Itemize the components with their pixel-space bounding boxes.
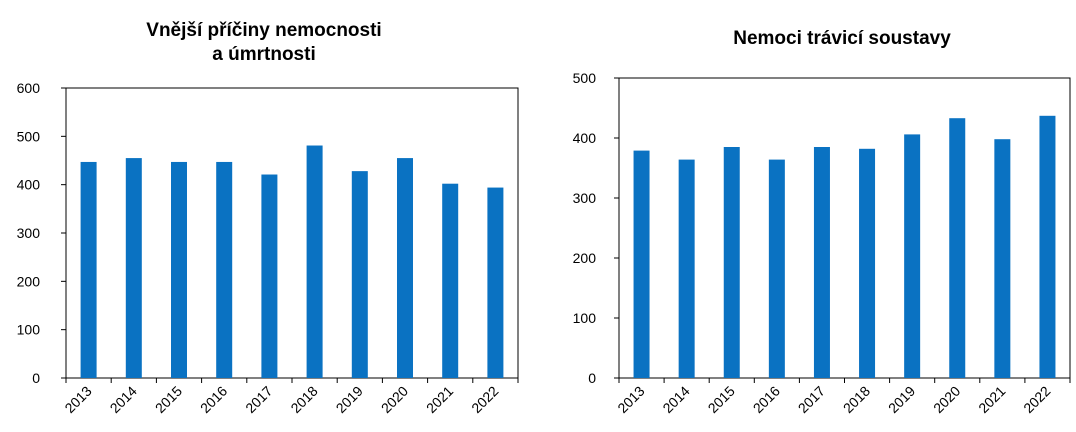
- y-tick-label: 0: [32, 370, 40, 386]
- bar-2014: [678, 159, 695, 378]
- bar-2016: [768, 159, 785, 378]
- bar-2018: [306, 145, 323, 378]
- bar-2013: [633, 150, 650, 378]
- y-tick-label: 400: [573, 130, 597, 146]
- x-tick-label: 2021: [975, 383, 1008, 416]
- y-tick-label: 300: [573, 190, 597, 206]
- bar-2022: [487, 187, 504, 378]
- bar-2020: [949, 118, 966, 378]
- x-tick-label: 2018: [840, 383, 873, 416]
- x-tick-label: 2015: [705, 383, 738, 416]
- x-tick-label: 2019: [885, 383, 918, 416]
- bar-2016: [216, 161, 233, 378]
- bar-2022: [1039, 115, 1056, 379]
- y-tick-label: 100: [573, 310, 597, 326]
- x-tick-label: 2013: [61, 383, 94, 416]
- y-tick-label: 600: [17, 80, 41, 96]
- x-tick-label: 2016: [197, 383, 230, 416]
- bar-2015: [171, 161, 187, 378]
- x-tick-label: 2022: [468, 383, 501, 416]
- x-tick-label: 2015: [152, 383, 185, 416]
- x-tick-label: 2021: [423, 383, 456, 416]
- y-tick-label: 500: [573, 70, 597, 86]
- x-tick-label: 2018: [287, 383, 320, 416]
- bar-2019: [904, 134, 921, 378]
- chart-panel-external-causes: Vnější příčiny nemocnosti a úmrtnosti 0 100…: [0, 0, 530, 432]
- bar-2018: [859, 148, 876, 378]
- x-tick-label: 2019: [333, 383, 366, 416]
- bar-2021: [442, 183, 459, 378]
- y-tick-label: 200: [573, 250, 597, 266]
- x-tick-label: 2022: [1020, 383, 1053, 416]
- y-tick-label: 200: [17, 273, 41, 289]
- bar-chart-digestive-diseases: Nemoci trávicí soustavy 0 100 200 300 400 500 2…: [573, 28, 1071, 416]
- bar-2015: [723, 147, 740, 378]
- bar-2014: [125, 158, 142, 378]
- bar-2017: [261, 174, 278, 378]
- bar-2013: [80, 161, 97, 378]
- bar-chart-external-causes: Vnější příčiny nemocnosti a úmrtnosti 0 100…: [17, 20, 519, 416]
- chart-title-line: Vnější příčiny nemocnosti: [146, 20, 381, 41]
- x-tick-label: 2014: [659, 383, 692, 416]
- x-tick-label: 2013: [614, 383, 647, 416]
- bar-2020: [397, 158, 413, 378]
- y-tick-label: 400: [17, 177, 41, 193]
- chart-panel-digestive-diseases: Nemoci trávicí soustavy 0 100 200 300 400 500 2…: [540, 0, 1076, 432]
- bar-2019: [351, 171, 368, 378]
- x-tick-label: 2017: [242, 383, 275, 416]
- chart-title-line: a úmrtnosti: [212, 44, 315, 65]
- y-tick-label: 100: [17, 322, 41, 338]
- chart-title-line: Nemoci trávicí soustavy: [733, 28, 951, 49]
- x-tick-label: 2014: [107, 383, 140, 416]
- y-tick-label: 0: [588, 370, 596, 386]
- x-tick-label: 2017: [795, 383, 828, 416]
- x-tick-label: 2016: [750, 383, 783, 416]
- x-tick-label: 2020: [378, 383, 411, 416]
- bar-2017: [813, 147, 830, 378]
- x-tick-label: 2020: [930, 383, 963, 416]
- y-tick-label: 300: [17, 225, 41, 241]
- y-tick-label: 500: [17, 128, 41, 144]
- bar-2021: [994, 139, 1011, 378]
